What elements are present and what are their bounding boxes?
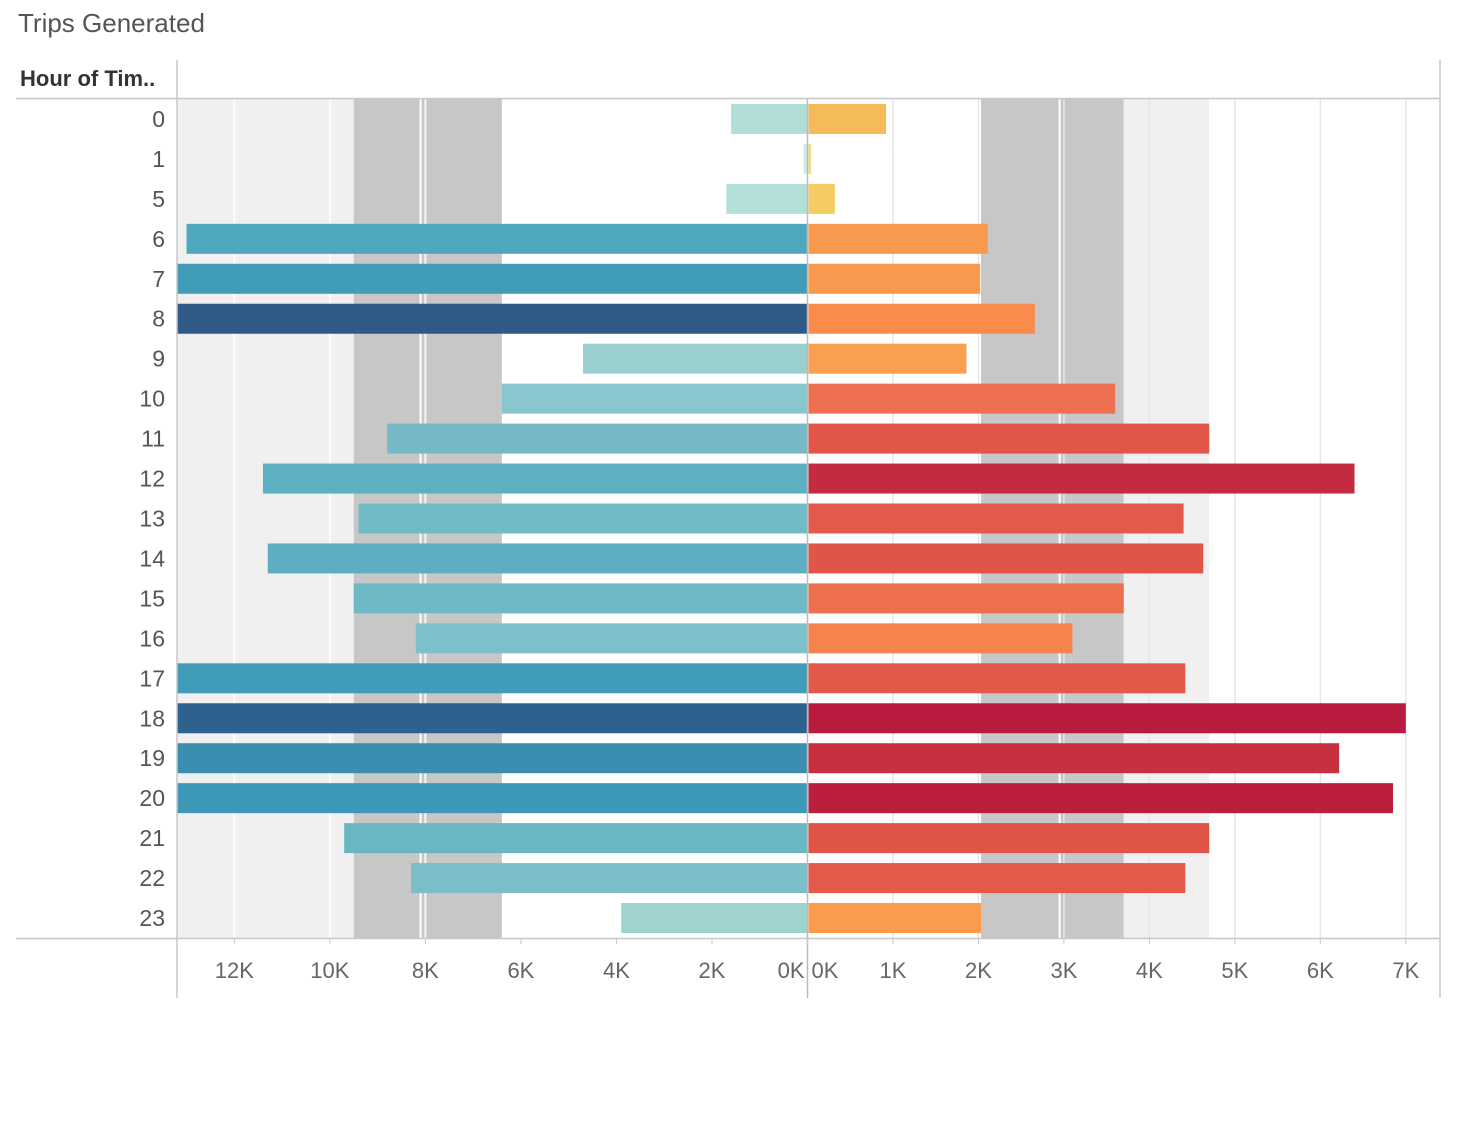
bar-right: [808, 903, 982, 934]
right-tick-label: 7K: [1392, 958, 1419, 983]
left-tick-label: 4K: [603, 958, 630, 983]
bar-right: [808, 503, 1184, 534]
bar-left: [501, 383, 808, 414]
bar-left: [411, 863, 808, 894]
category-label: 14: [139, 545, 165, 571]
bar-left: [177, 663, 808, 694]
right-tick-label: 5K: [1221, 958, 1248, 983]
bar-right: [808, 783, 1393, 814]
bar-left: [415, 623, 808, 654]
category-label: 13: [139, 506, 165, 532]
bar-left: [353, 583, 808, 614]
category-label: 21: [139, 825, 165, 851]
category-label: 10: [139, 386, 165, 412]
right-tick-label: 2K: [965, 958, 992, 983]
right-tick-label: 3K: [1050, 958, 1077, 983]
chart-frame: [16, 60, 1441, 998]
row-header: Hour of Tim..: [20, 66, 156, 91]
right-tick-label: 0K: [812, 958, 839, 983]
right-tick-label: 6K: [1307, 958, 1334, 983]
bar-right: [808, 863, 1186, 894]
left-tick-label: 10K: [310, 958, 349, 983]
bar-right: [808, 103, 887, 134]
category-label: 0: [152, 106, 165, 132]
bar-right: [808, 303, 1035, 334]
bar-left: [358, 503, 808, 534]
chart-title: Trips Generated: [18, 8, 205, 38]
bar-left: [726, 183, 808, 214]
bar-right: [808, 623, 1073, 654]
left-tick-label: 6K: [507, 958, 534, 983]
category-label: 15: [139, 585, 165, 611]
category-label: 18: [139, 705, 165, 731]
bar-right: [808, 383, 1116, 414]
bar-right: [808, 743, 1340, 774]
left-tick-label: 2K: [699, 958, 726, 983]
bar-right: [808, 663, 1186, 694]
category-label: 6: [152, 226, 165, 252]
bar-right: [808, 543, 1204, 574]
right-tick-label: 4K: [1136, 958, 1163, 983]
category-label: 16: [139, 625, 165, 651]
category-label: 7: [152, 266, 165, 292]
category-label: 1: [152, 146, 165, 172]
bar-left: [387, 423, 808, 454]
bar-left: [177, 303, 808, 334]
left-tick-label: 8K: [412, 958, 439, 983]
category-label: 9: [152, 346, 165, 372]
bar-right: [808, 823, 1210, 854]
bar-left: [177, 263, 808, 294]
category-label: 19: [139, 745, 165, 771]
bar-left: [583, 343, 808, 374]
bar-right: [808, 463, 1355, 494]
bar-left: [186, 223, 808, 254]
category-label: 23: [139, 905, 165, 931]
axis-tick-labels: 12K 10K 8K 6K 4K 2K 0K 0K 1K 2K 3K 4K 5K 6K 7K: [215, 958, 1420, 983]
bar-right: [808, 343, 967, 374]
bar-left: [262, 463, 808, 494]
bar-left: [731, 103, 808, 134]
bar-left: [621, 903, 808, 934]
category-label: 22: [139, 865, 165, 891]
bar-left: [344, 823, 808, 854]
bar-left: [177, 783, 808, 814]
category-label: 20: [139, 785, 165, 811]
category-label: 5: [152, 186, 165, 212]
left-tick-label: 12K: [215, 958, 254, 983]
bar-right: [808, 703, 1406, 734]
right-tick-label: 1K: [880, 958, 907, 983]
bar-right: [808, 223, 988, 254]
bars: [177, 103, 1406, 934]
bar-left: [267, 543, 808, 574]
bar-right: [808, 423, 1210, 454]
category-label: 8: [152, 306, 165, 332]
bar-left: [177, 743, 808, 774]
left-tick-label: 0K: [778, 958, 805, 983]
bar-left: [177, 703, 808, 734]
bar-right: [808, 263, 981, 294]
category-label: 11: [141, 426, 165, 452]
category-label: 12: [139, 466, 165, 492]
bar-left: [803, 143, 808, 174]
bar-right: [808, 143, 811, 174]
bar-right: [808, 183, 835, 214]
bar-right: [808, 583, 1124, 614]
category-label: 17: [139, 665, 165, 691]
